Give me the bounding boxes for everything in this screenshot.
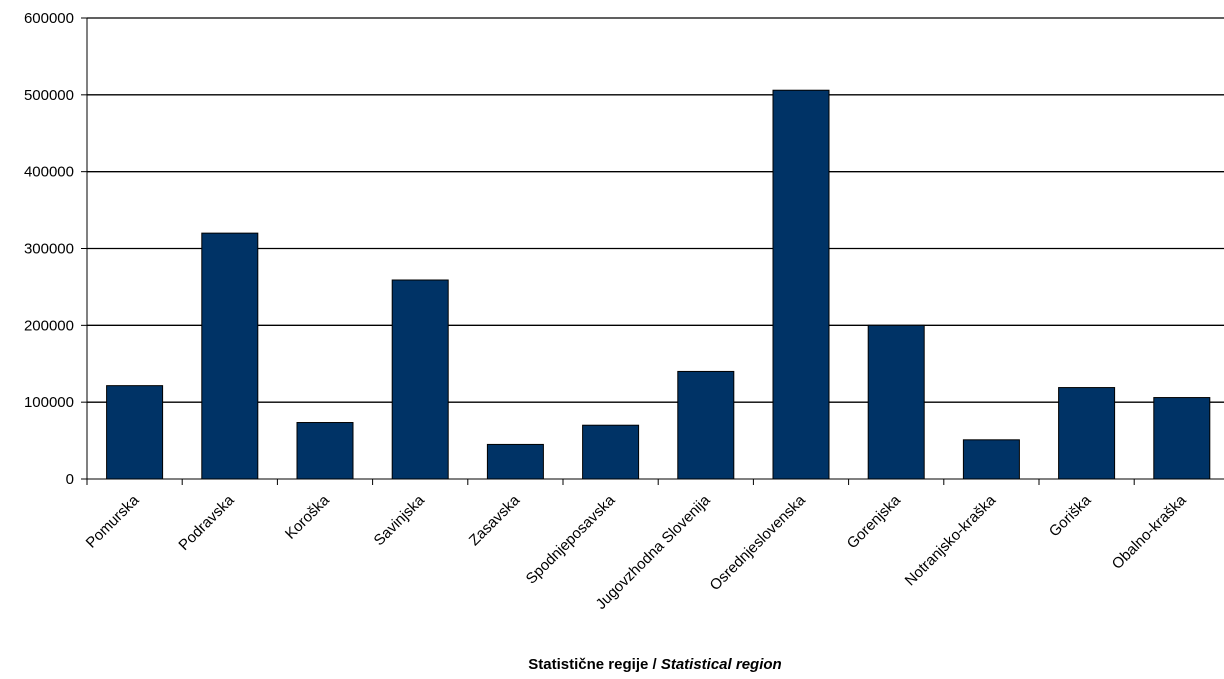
x-axis-title-main: Statistične regije / [528, 656, 661, 673]
x-tick-label: Podravska [175, 491, 238, 554]
x-axis-title: Statistične regije / Statistical region [528, 656, 781, 673]
y-tick-label: 0 [66, 471, 74, 488]
bar [867, 324, 925, 480]
bar [296, 422, 354, 480]
bar [106, 385, 164, 480]
gridlines [87, 17, 1224, 403]
x-tick-label: Osrednjeslovenska [707, 491, 810, 594]
bar [582, 424, 640, 480]
y-tick-label: 200000 [24, 317, 74, 334]
bar [772, 89, 830, 480]
x-tick-label: Koroška [282, 491, 333, 542]
x-tick-labels: Pomurska Podravska Koroška Savinjska Zasavsk… [83, 491, 1190, 613]
x-tick-label: Spodnjeposavska [523, 491, 619, 587]
x-tick-label: Zasavska [466, 491, 524, 549]
y-tick-labels: 0 100000 200000 300000 400000 500000 600000 [24, 10, 74, 488]
bar [962, 439, 1020, 480]
bar [391, 279, 449, 480]
bars [106, 89, 1211, 480]
x-tick-label: Obalno-kraška [1109, 491, 1190, 572]
y-tick-label: 300000 [24, 241, 74, 258]
y-tick-label: 100000 [24, 394, 74, 411]
y-tick-label: 500000 [24, 87, 74, 104]
bar [1153, 397, 1211, 480]
bar [486, 443, 544, 480]
x-tick-label: Gorenjska [844, 491, 905, 552]
x-tick-label: Savinjska [371, 491, 429, 549]
x-axis-title-italic: Statistical region [661, 656, 782, 673]
y-tick-label: 600000 [24, 10, 74, 27]
bar [201, 232, 259, 480]
bar [677, 370, 735, 480]
y-tick-label: 400000 [24, 164, 74, 181]
axes [81, 17, 1224, 485]
x-tick-label: Goriška [1046, 491, 1095, 540]
x-tick-label: Pomurska [83, 491, 143, 551]
bar [1058, 387, 1116, 480]
x-tick-label: Notranjsko-kraška [902, 491, 1000, 589]
